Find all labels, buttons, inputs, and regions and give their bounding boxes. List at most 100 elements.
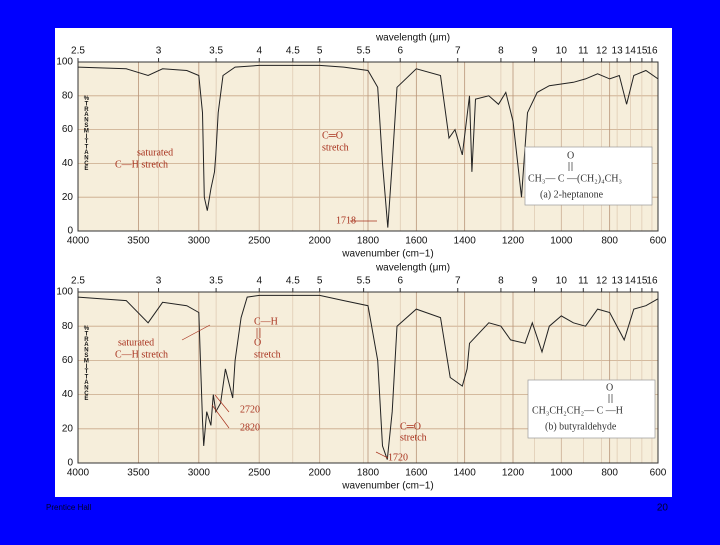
x2-tick-label: 4.5 xyxy=(286,46,300,57)
x2-tick-label: 11 xyxy=(578,46,589,57)
x-tick-label: 1400 xyxy=(454,468,477,479)
annotation: 1718 xyxy=(336,215,356,226)
x-tick-label: 1000 xyxy=(550,468,573,479)
leader-line xyxy=(211,404,230,429)
x2-tick-label: 4 xyxy=(256,46,262,57)
x2-tick-label: 15 xyxy=(636,276,648,287)
structure-text: O xyxy=(567,150,574,161)
x2-tick-label: 15 xyxy=(636,46,648,57)
x2-tick-label: 3 xyxy=(156,276,162,287)
x2-tick-label: 8 xyxy=(498,276,504,287)
x-tick-label: 3000 xyxy=(188,468,211,479)
y-tick-label: 100 xyxy=(56,287,73,298)
structure-text: CH₃— C —(CH₂)₄CH₃ xyxy=(528,173,622,184)
x2-tick-label: 3.5 xyxy=(209,46,223,57)
x2-tick-label: 4.5 xyxy=(286,276,300,287)
x2-tick-label: 6 xyxy=(397,276,403,287)
plot-frame xyxy=(77,291,659,464)
x-tick-label: 1400 xyxy=(454,236,477,247)
x-tick-label: 800 xyxy=(601,468,618,479)
x-tick-label: 1200 xyxy=(502,468,525,479)
x2-tick-label: 16 xyxy=(646,276,658,287)
y-tick-label: 80 xyxy=(62,90,74,101)
x2-tick-label: 9 xyxy=(532,276,538,287)
x2-tick-label: 13 xyxy=(612,46,624,57)
x2-tick-label: 8 xyxy=(498,46,504,57)
annotation: 2820 xyxy=(240,422,260,433)
x-axis-title: wavenumber (cm−1) xyxy=(341,249,433,260)
x2-axis-title: wavelength (μm) xyxy=(375,263,450,274)
x-tick-label: 4000 xyxy=(67,236,90,247)
x2-tick-label: 13 xyxy=(612,276,624,287)
x2-tick-label: 7 xyxy=(455,46,461,57)
slide-number: 20 xyxy=(657,503,669,514)
x2-tick-label: 5.5 xyxy=(357,276,371,287)
x-tick-label: 3500 xyxy=(127,468,150,479)
x2-tick-label: 9 xyxy=(532,46,538,57)
x-tick-label: 1200 xyxy=(502,236,525,247)
structure-box xyxy=(527,379,656,439)
structure-box xyxy=(524,146,653,206)
spectrum-line xyxy=(77,294,659,460)
structure-text: CH₃CH₂CH₂— C —H xyxy=(532,405,623,416)
x-tick-label: 800 xyxy=(601,236,618,247)
x2-tick-label: 14 xyxy=(625,276,637,287)
x2-tick-label: 10 xyxy=(556,46,568,57)
footer-credit: Prentice Hall xyxy=(46,503,92,512)
x2-tick-label: 16 xyxy=(646,46,658,57)
annotation: stretch xyxy=(254,349,281,360)
x2-axis-title: wavelength (μm) xyxy=(375,33,450,44)
x-tick-label: 3500 xyxy=(127,236,150,247)
y-tick-label: 40 xyxy=(62,389,74,400)
structure-text: (b) butyraldehyde xyxy=(545,421,617,432)
y-tick-label: 80 xyxy=(62,321,74,332)
structure-text: (a) 2-heptanone xyxy=(540,189,604,200)
y-tick-label: 40 xyxy=(62,158,74,169)
annotation: stretch xyxy=(322,142,349,153)
x2-tick-label: 11 xyxy=(578,276,589,287)
annotation: C—H stretch xyxy=(115,159,168,170)
x-tick-label: 2500 xyxy=(248,236,271,247)
annotation: 2720 xyxy=(240,404,260,415)
y-tick-label: 20 xyxy=(62,192,74,203)
annotation: C—H xyxy=(254,316,278,327)
annotation: saturated xyxy=(118,337,154,348)
x-tick-label: 2000 xyxy=(309,468,332,479)
x2-tick-label: 2.5 xyxy=(71,46,85,57)
spectrum-line xyxy=(77,64,659,228)
leader-line xyxy=(214,394,230,413)
x2-tick-label: 5 xyxy=(317,46,323,57)
x-tick-label: 3000 xyxy=(188,236,211,247)
annotation: saturated xyxy=(137,147,173,158)
x2-tick-label: 7 xyxy=(455,276,461,287)
x2-tick-label: 5.5 xyxy=(357,46,371,57)
y-tick-label: 60 xyxy=(62,124,74,135)
leader-line xyxy=(181,324,211,341)
x2-tick-label: 10 xyxy=(556,276,568,287)
annotation: C—H stretch xyxy=(115,349,168,360)
x2-tick-label: 3 xyxy=(156,46,162,57)
x-tick-label: 2500 xyxy=(248,468,271,479)
x2-tick-label: 12 xyxy=(596,276,608,287)
y-tick-label: 20 xyxy=(62,423,74,434)
x2-tick-label: 4 xyxy=(256,276,262,287)
y-tick-label: 0 xyxy=(67,458,73,469)
annotation: 1720 xyxy=(388,452,408,463)
x-tick-label: 1800 xyxy=(357,236,380,247)
annotation: C═O xyxy=(400,421,421,432)
x-tick-label: 1600 xyxy=(405,468,428,479)
y-tick-label: 0 xyxy=(67,226,73,237)
x2-tick-label: 2.5 xyxy=(71,276,85,287)
leader-line xyxy=(375,451,389,459)
y-tick-label: 60 xyxy=(62,355,74,366)
x2-tick-label: 6 xyxy=(397,46,403,57)
y-axis-title: %TRANSMITTANCE xyxy=(83,326,89,402)
x2-tick-label: 12 xyxy=(596,46,608,57)
x2-tick-label: 14 xyxy=(625,46,637,57)
x-tick-label: 600 xyxy=(650,236,667,247)
x-tick-label: 1600 xyxy=(405,236,428,247)
annotation: stretch xyxy=(400,432,427,443)
y-tick-label: 100 xyxy=(56,57,73,68)
x-tick-label: 4000 xyxy=(67,468,90,479)
